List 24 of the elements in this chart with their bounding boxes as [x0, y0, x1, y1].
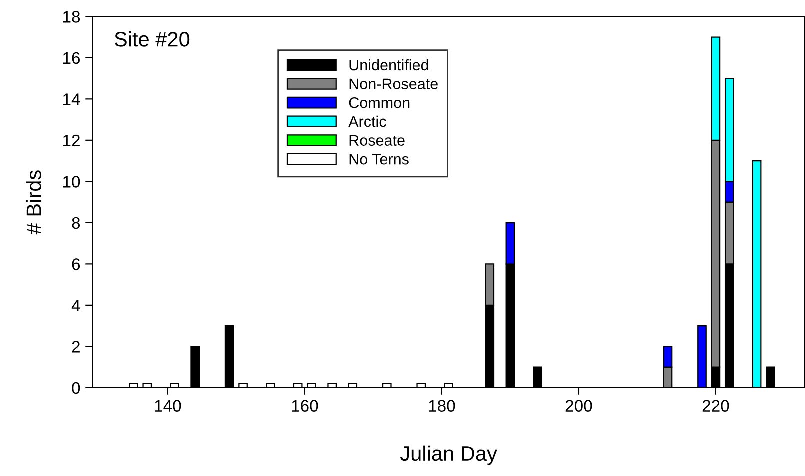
y-tick-label: 0	[72, 382, 80, 394]
legend-label: Roseate	[350, 135, 405, 146]
y-tick-label: 6	[72, 258, 80, 270]
y-tick-label: 2	[72, 341, 80, 353]
y-tick-label: 18	[64, 11, 80, 23]
y-tick-label: 10	[64, 176, 80, 188]
x-tick-label: 200	[566, 400, 592, 412]
legend-label: Common	[349, 98, 410, 108]
x-tick-label: 180	[429, 400, 456, 412]
y-tick-label: 8	[72, 217, 80, 230]
x-axis-title: Julian Day	[400, 446, 498, 466]
annotation: Site #20	[114, 32, 190, 47]
x-tick-label: 220	[702, 400, 730, 412]
legend-label: No Terns	[350, 154, 409, 165]
y-axis-title: # Birds	[26, 170, 42, 235]
legend-label: Unidentified	[350, 59, 428, 71]
legend-label: Arctic	[348, 116, 386, 128]
x-tick-label: 140	[155, 400, 182, 412]
y-tick-label: 14	[64, 94, 80, 106]
y-tick-label: 4	[72, 300, 80, 312]
x-tick-label: 160	[292, 400, 318, 412]
y-tick-label: 16	[64, 52, 80, 64]
y-tick-label: 12	[64, 134, 80, 146]
legend-label: Non-Roseate	[350, 78, 438, 90]
